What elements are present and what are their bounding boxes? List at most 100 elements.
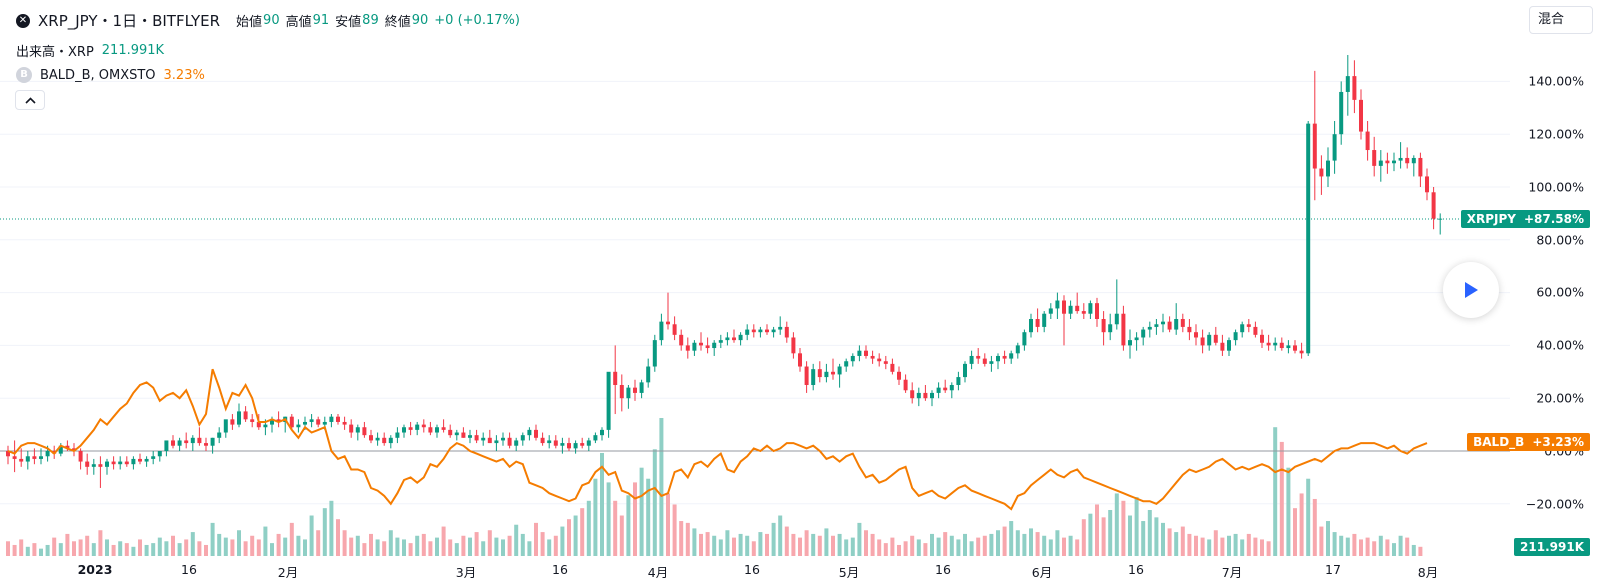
volume-bar (580, 508, 585, 556)
volume-bar (1306, 478, 1311, 556)
volume-bar (1068, 535, 1073, 556)
candle-body (1068, 305, 1073, 314)
candle-body (798, 353, 802, 367)
volume-bar (362, 543, 367, 556)
volume-bar (712, 535, 717, 556)
volume-bar (138, 539, 142, 556)
candle-body (850, 355, 855, 362)
volume-bar (1312, 498, 1317, 556)
candle-body (210, 437, 215, 446)
candle-body (435, 427, 439, 433)
collapse-legend-button[interactable] (15, 90, 45, 110)
candle-body (593, 435, 598, 441)
candle-body (263, 424, 268, 428)
xrp-symbol-icon: ✕ (16, 13, 30, 28)
volume-bar (982, 535, 987, 556)
symbol-title[interactable]: XRP_JPY・1日・BITFLYER (38, 12, 221, 30)
candle-body (639, 382, 644, 393)
volume-bar (771, 522, 776, 556)
candle-body (78, 451, 83, 462)
volume-bar (1273, 427, 1278, 556)
x-tick-label: 16 (935, 562, 951, 577)
candle-body (619, 385, 624, 399)
volume-bar (98, 530, 103, 556)
x-tick-label: 16 (181, 562, 197, 577)
replay-play-button[interactable] (1443, 262, 1499, 318)
volume-bar (1042, 535, 1047, 556)
candle-body (1108, 324, 1113, 333)
volume-bar (586, 500, 591, 556)
candle-body (336, 416, 340, 422)
candle-body (1372, 150, 1377, 166)
candle-body (111, 461, 116, 465)
volume-bar (39, 548, 43, 556)
candle-body (883, 361, 888, 364)
candle-body (1293, 345, 1297, 351)
volume-bar (494, 537, 499, 556)
volume-bar (375, 539, 380, 556)
candle-body (745, 329, 750, 335)
volume-bar (402, 539, 406, 556)
volume-bar (1293, 508, 1297, 556)
candle-body (164, 440, 169, 451)
candle-body (1200, 337, 1205, 346)
candle-body (692, 342, 697, 351)
volume-bar (1405, 537, 1410, 556)
volume-bar (1081, 519, 1086, 556)
volume-bar (652, 449, 657, 556)
volume-legend[interactable]: 出来高・XRP 211.991K (16, 41, 164, 60)
volume-bar (890, 537, 895, 556)
candle-body (718, 340, 723, 343)
candle-body (1431, 192, 1436, 219)
high-value: 91 (312, 13, 330, 28)
volume-bar (157, 537, 162, 556)
candle-body (171, 440, 175, 446)
volume-bar (408, 543, 413, 556)
volume-bar (1266, 541, 1271, 556)
compare-legend[interactable]: B BALD_B, OMXSTO 3.23% (16, 67, 205, 83)
candle-body (666, 321, 670, 325)
candle-body (1418, 157, 1423, 177)
candle-body (1062, 300, 1066, 314)
scale-mode-button[interactable]: 混合 (1529, 6, 1593, 34)
volume-bar (1141, 521, 1146, 556)
volume-bar (415, 535, 420, 556)
candle-body (791, 337, 796, 354)
volume-bar (6, 541, 10, 556)
candle-body (118, 461, 123, 465)
volume-bar (593, 478, 598, 556)
volume-bar (883, 543, 888, 556)
candle-body (1359, 99, 1363, 132)
volume-bar (151, 543, 156, 556)
volume-bar (441, 526, 446, 556)
candle-body (355, 427, 360, 433)
volume-bar (798, 537, 802, 556)
x-tick-label: 7月 (1221, 565, 1243, 580)
candle-body (567, 443, 571, 449)
candle-body (481, 437, 486, 441)
candle-body (659, 321, 664, 341)
volume-bar (349, 537, 354, 556)
candle-body (1002, 355, 1007, 359)
volume-bar (256, 539, 261, 556)
candle-body (1075, 305, 1080, 312)
volume-bar (1075, 539, 1080, 556)
volume-bar (1055, 530, 1060, 556)
volume-bar (1062, 537, 1066, 556)
candle-body (890, 363, 895, 372)
candle-body (415, 424, 420, 430)
volume-bar (613, 500, 618, 556)
volume-bar (725, 530, 730, 556)
volume-bar (567, 519, 571, 556)
candle-body (1101, 319, 1106, 333)
volume-bar (831, 535, 835, 556)
candle-body (982, 358, 987, 364)
candle-body (223, 419, 228, 433)
volume-bar (19, 539, 24, 556)
low-label: 安値 (335, 15, 362, 30)
volume-bar (606, 482, 611, 556)
volume-bar (1161, 522, 1165, 556)
candle-body (534, 429, 538, 438)
candle-body (514, 440, 519, 446)
